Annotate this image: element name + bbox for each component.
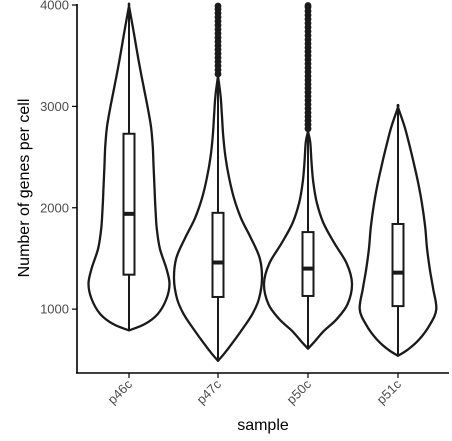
violin-p47c — [172, 2, 264, 362]
box-iqr — [122, 132, 136, 276]
outlier-point — [214, 2, 222, 10]
y-tick-label: 1000 — [40, 302, 69, 317]
violin-p46c — [87, 2, 171, 332]
violin-p50c — [262, 2, 354, 350]
outlier-point — [304, 2, 312, 9]
y-axis-title: Number of genes per cell — [16, 99, 33, 278]
box-iqr — [211, 211, 225, 298]
violin-outline — [87, 2, 171, 332]
violin-p51c — [358, 103, 438, 357]
x-tick-label: p51c — [374, 376, 405, 407]
x-axis-ticks: p46c p47c p50c p51c — [105, 373, 405, 407]
x-tick-label: p46c — [105, 376, 136, 407]
y-tick-label: 2000 — [40, 200, 69, 215]
y-axis-ticks: 1000 2000 3000 4000 — [40, 0, 77, 317]
x-tick-label: p47c — [194, 376, 225, 407]
box-iqr — [391, 222, 405, 308]
x-tick-label: p50c — [284, 376, 315, 407]
y-tick-label: 3000 — [40, 99, 69, 114]
x-axis-title: sample — [237, 417, 289, 434]
box-iqr — [301, 231, 315, 297]
violin-outline — [358, 103, 438, 357]
y-tick-label: 4000 — [40, 0, 69, 13]
violins-layer — [87, 2, 438, 362]
